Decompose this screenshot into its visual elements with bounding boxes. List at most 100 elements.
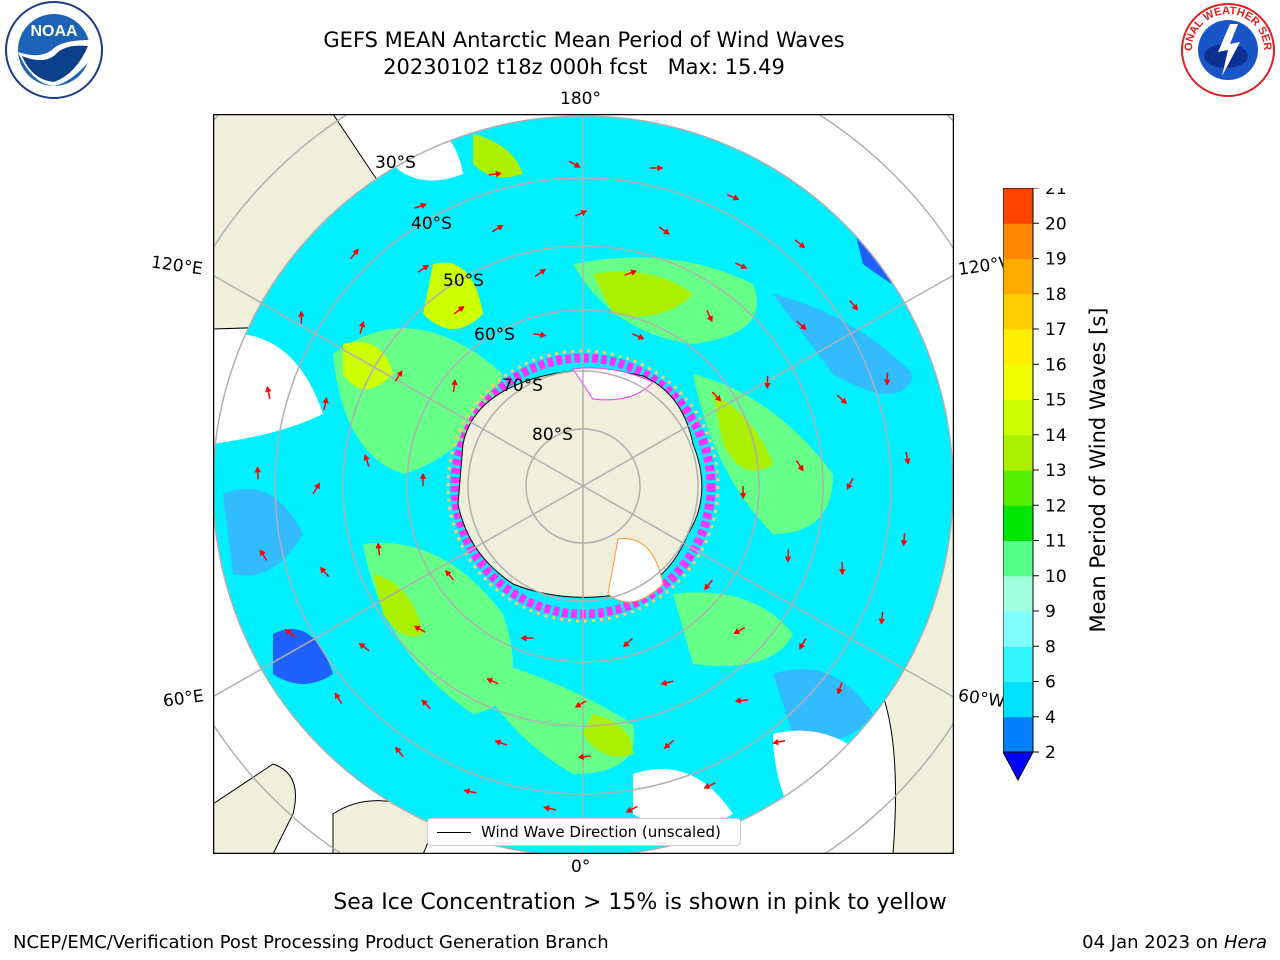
colorbar-block <box>1003 364 1033 400</box>
wave-arrow-head <box>359 321 366 328</box>
wave-arrow-head <box>421 699 428 706</box>
noaa-logo: NOAA <box>2 0 106 104</box>
wave-arrow-head <box>836 688 843 695</box>
wave-arrow-head <box>851 303 858 311</box>
date-text: 04 Jan 2023 on <box>1082 932 1219 953</box>
credit-line: NCEP/EMC/Verification Post Processing Pr… <box>13 932 609 953</box>
colorbar-tick-label: 10 <box>1045 567 1067 587</box>
wave-arrow-head <box>740 263 748 270</box>
wave-arrow-head <box>413 625 421 632</box>
wave-arrow-head <box>900 540 908 547</box>
wave-arrow-head <box>298 310 305 317</box>
wave-arrow-head <box>630 269 637 276</box>
wave-arrow-head <box>883 379 891 386</box>
colorbar-ticks: 2 4 6 8 9 10 11 12 13 14 15 16 17 18 19 20 21 <box>1033 188 1067 763</box>
chart-subtitle: 20230102 t18z 000h fcst Max: 15.49 <box>383 55 785 79</box>
colorbar-tick-label: 21 <box>1045 188 1067 199</box>
colorbar-tick-label: 9 <box>1045 602 1056 622</box>
wave-arrow-head <box>520 634 527 642</box>
wave-arrow-head <box>734 697 742 704</box>
lat-label-50s: 50°S <box>443 271 484 291</box>
wave-arrow-head <box>764 382 771 389</box>
wave-arrow-head <box>798 242 806 249</box>
colorbar-block <box>1003 470 1033 506</box>
wave-arrow-head <box>396 370 403 377</box>
wave-arrow-head <box>704 583 711 591</box>
colorbar-block <box>1003 505 1033 541</box>
lon-label-120e: 120°E <box>149 252 204 280</box>
colorbar-tick-label: 16 <box>1045 355 1067 375</box>
wave-arrow-head <box>375 542 382 549</box>
wave-arrow-head <box>637 333 645 340</box>
colorbar-label: Mean Period of Wind Waves [s] <box>1086 307 1110 633</box>
wave-arrow-head <box>457 305 465 313</box>
wave-arrow-head <box>660 679 668 687</box>
wave-arrow-head <box>543 805 550 812</box>
map-svg: 30°S 40°S 50°S 60°S 70°S 80°S <box>213 114 954 854</box>
wave-arrow-head <box>496 224 504 231</box>
land-africa <box>213 763 296 854</box>
wave-arrow-head <box>663 228 670 235</box>
wave-arrow-head <box>395 746 402 754</box>
colorbar-block <box>1003 611 1033 647</box>
wave-arrow-head <box>714 395 722 402</box>
wave-arrow-head <box>422 264 429 271</box>
colorbar-block <box>1003 258 1033 295</box>
colorbar-tick-label: 19 <box>1045 250 1067 270</box>
colorbar-tick-label: 2 <box>1045 743 1056 763</box>
wave-arrow-head <box>772 738 779 746</box>
wave-arrow-head <box>797 464 804 472</box>
wave-arrow-head <box>732 194 740 201</box>
wave-arrow-head <box>259 549 266 557</box>
colorbar-block <box>1003 575 1033 612</box>
colorbar-block <box>1003 399 1033 436</box>
colorbar-tick-label: 13 <box>1045 461 1067 481</box>
wave-arrow-head <box>625 806 633 813</box>
wave-arrow-head <box>254 466 262 473</box>
wave-arrow-head <box>322 397 329 404</box>
lat-label-80s: 80°S <box>532 425 573 445</box>
wave-direction-arrows <box>254 160 911 813</box>
weddell-ice <box>607 538 664 603</box>
colorbar-block <box>1003 293 1033 330</box>
lat-label-70s: 70°S <box>502 376 543 396</box>
wave-arrow-head <box>839 569 846 576</box>
wave-arrow-head <box>319 567 327 574</box>
colorbar-block <box>1003 716 1033 753</box>
colorbar-block <box>1003 681 1033 718</box>
lon-label-0: 0° <box>571 857 591 877</box>
colorbar-tick-label: 6 <box>1045 673 1056 693</box>
colorbar-tick-label: 4 <box>1045 708 1056 728</box>
colorbar-tick-label: 15 <box>1045 391 1067 411</box>
wave-arrow-head <box>451 379 458 386</box>
legend-label: Wind Wave Direction (unscaled) <box>481 823 721 841</box>
lon-label-60w: 60°W <box>956 685 1007 713</box>
wave-arrow-head <box>784 556 792 563</box>
sea-ice-note: Sea Ice Concentration > 15% is shown in … <box>333 890 947 915</box>
wave-arrow-head <box>904 458 911 465</box>
wave-arrow-head <box>706 315 713 323</box>
wave-arrow-head <box>495 170 502 178</box>
wave-arrow-head <box>358 642 366 650</box>
colorbar-block <box>1003 188 1033 224</box>
colorbar-block <box>1003 646 1033 682</box>
wave-arrow-head <box>846 483 853 490</box>
lat-label-30s: 30°S <box>375 153 416 173</box>
colorbar-block <box>1003 540 1033 577</box>
colorbar-tick-label: 14 <box>1045 426 1067 446</box>
wave-arrow-head <box>657 164 664 172</box>
map-panel: 30°S 40°S 50°S 60°S 70°S 80°S <box>213 114 954 854</box>
wave-arrow-head <box>363 454 370 461</box>
wave-arrow-head <box>573 161 581 168</box>
legend-line-swatch <box>437 831 471 833</box>
wave-arrow-head <box>445 570 452 577</box>
wave-arrow-head <box>799 642 806 650</box>
date-stamp: 04 Jan 2023 on Hera <box>1082 932 1267 953</box>
wave-arrow-head <box>733 628 741 635</box>
wave-arrow-head <box>284 628 292 636</box>
wave-arrow-head <box>334 692 341 700</box>
wave-arrow-head <box>486 677 494 684</box>
wave-arrow-head <box>840 397 848 404</box>
wave-arrow-head <box>420 202 427 209</box>
colorbar-tick-label: 11 <box>1045 532 1067 552</box>
